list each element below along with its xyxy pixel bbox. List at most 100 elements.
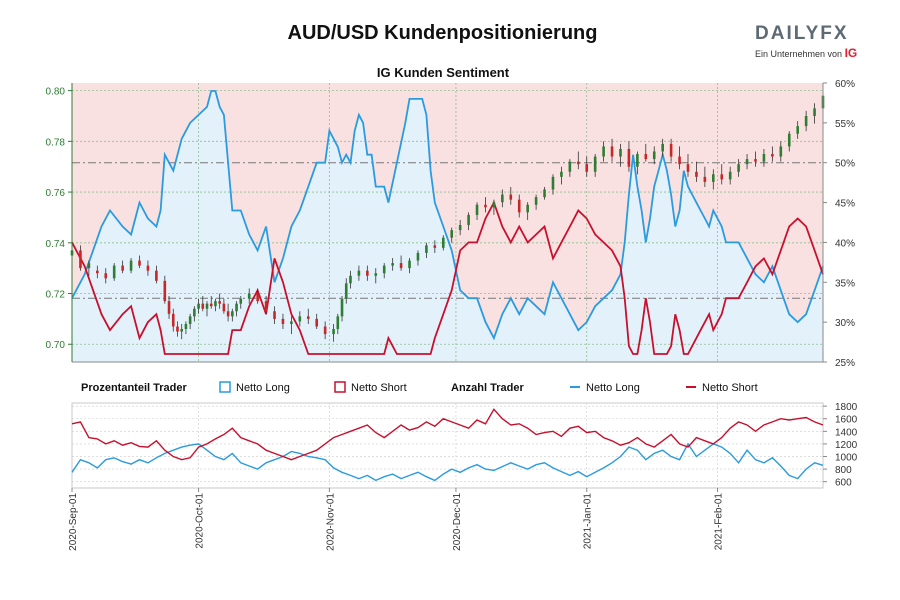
candle-body bbox=[754, 159, 757, 162]
count-tick-label: 800 bbox=[835, 465, 852, 476]
candle-body bbox=[787, 133, 791, 147]
candle-body bbox=[467, 214, 470, 226]
candle-body bbox=[728, 171, 732, 180]
net-short-area bbox=[72, 83, 823, 339]
candle-body bbox=[669, 143, 673, 157]
candle-body bbox=[209, 303, 213, 307]
candle-body bbox=[593, 156, 597, 172]
candle-body bbox=[416, 252, 420, 261]
candle-body bbox=[298, 316, 302, 322]
candle-body bbox=[138, 260, 141, 266]
candle-body bbox=[247, 293, 251, 299]
candle-body bbox=[336, 316, 340, 330]
candle-body bbox=[636, 154, 639, 167]
count-net-short-line bbox=[71, 408, 824, 461]
candle-body bbox=[129, 260, 133, 271]
count-tick-label: 1000 bbox=[835, 453, 858, 464]
pct-tick-label: 50% bbox=[835, 159, 855, 170]
candle-body bbox=[813, 108, 816, 116]
candle-body bbox=[214, 301, 217, 307]
price-tick-label: 0.76 bbox=[46, 188, 66, 199]
candle-body bbox=[96, 270, 99, 274]
brand-word-left: DAILY bbox=[755, 23, 821, 44]
candle-body bbox=[602, 146, 605, 157]
count-tick-label: 1200 bbox=[835, 440, 858, 451]
count-tick-label: 1800 bbox=[835, 402, 858, 413]
candle-body bbox=[796, 126, 799, 134]
candle-body bbox=[425, 245, 428, 253]
candle-body bbox=[290, 321, 293, 324]
price-tick-label: 0.78 bbox=[46, 137, 66, 148]
candle-body bbox=[408, 260, 411, 269]
candle-body bbox=[644, 154, 648, 160]
candle-body bbox=[560, 171, 563, 177]
candle-body bbox=[79, 250, 82, 269]
legend-short-box-icon bbox=[334, 381, 346, 393]
count-net-long-line bbox=[71, 442, 824, 482]
candle-body bbox=[349, 275, 352, 284]
net-short-line bbox=[71, 200, 824, 355]
pct-tick-label: 35% bbox=[835, 278, 855, 289]
price-tick-label: 0.74 bbox=[46, 239, 66, 250]
candle-body bbox=[188, 316, 192, 324]
count-tick-label: 1600 bbox=[835, 415, 858, 426]
candle-body bbox=[771, 154, 774, 157]
candle-body bbox=[391, 263, 394, 266]
pct-tick-label: 25% bbox=[835, 358, 855, 369]
candle-body bbox=[332, 329, 335, 335]
candle-body bbox=[222, 303, 226, 312]
legend-count-long-label: Netto Long bbox=[586, 382, 640, 394]
candle-body bbox=[686, 164, 690, 172]
candle-body bbox=[201, 303, 205, 309]
candle-body bbox=[458, 225, 462, 231]
candle-body bbox=[543, 189, 546, 198]
candle-body bbox=[218, 301, 221, 304]
candle-body bbox=[239, 298, 243, 304]
count-panel-background bbox=[71, 402, 824, 489]
candle-body bbox=[104, 273, 108, 279]
candle-body bbox=[171, 313, 175, 327]
candle-body bbox=[720, 174, 724, 180]
candle-body bbox=[205, 303, 209, 309]
brand-word-right: FX bbox=[820, 23, 849, 44]
candle-body bbox=[568, 161, 572, 172]
candle-body bbox=[762, 154, 766, 162]
dailyfx-logo: DAILYFX Ein Unternehmen von IG bbox=[755, 23, 870, 61]
candle-body bbox=[340, 298, 344, 317]
legend-long-label: Netto Long bbox=[236, 382, 290, 394]
pct-tick-label: 40% bbox=[835, 238, 855, 249]
candle-body bbox=[619, 148, 622, 157]
candle-body bbox=[306, 316, 310, 319]
candle-body bbox=[176, 326, 179, 332]
candle-body bbox=[661, 143, 664, 152]
x-tick-label: 2020-Dec-01 bbox=[452, 493, 463, 551]
candle-body bbox=[695, 171, 698, 177]
candle-body bbox=[146, 265, 150, 271]
x-tick-label: 2020-Nov-01 bbox=[325, 493, 336, 551]
x-axis: 2020-Sep-01 2020-Oct-01 2020-Nov-01 2020-De… bbox=[68, 488, 725, 551]
candle-body bbox=[344, 283, 348, 299]
candle-body bbox=[779, 146, 783, 157]
candle-body bbox=[323, 326, 327, 335]
legend-pct-heading: Prozentanteil Trader bbox=[81, 382, 187, 394]
net-long-line bbox=[71, 90, 824, 341]
x-tick-label: 2020-Oct-01 bbox=[195, 493, 206, 549]
pct-tick-label: 30% bbox=[835, 318, 855, 329]
candle-body bbox=[357, 270, 361, 276]
candle-body bbox=[366, 270, 369, 276]
candle-body bbox=[399, 263, 403, 269]
candle-body bbox=[433, 245, 437, 248]
candle-body bbox=[585, 164, 589, 172]
candle-body bbox=[534, 197, 538, 205]
x-tick-label: 2020-Sep-01 bbox=[68, 493, 79, 551]
candle-body bbox=[804, 115, 808, 127]
ig-logo: IG bbox=[844, 46, 858, 60]
candle-body bbox=[273, 311, 276, 319]
legend-count-heading: Anzahl Trader bbox=[451, 382, 524, 394]
chart-title: IG Kunden Sentiment bbox=[377, 65, 510, 80]
candle-body bbox=[737, 164, 740, 172]
x-tick-label: 2021-Jan-01 bbox=[583, 493, 594, 550]
candle-body bbox=[235, 303, 238, 312]
